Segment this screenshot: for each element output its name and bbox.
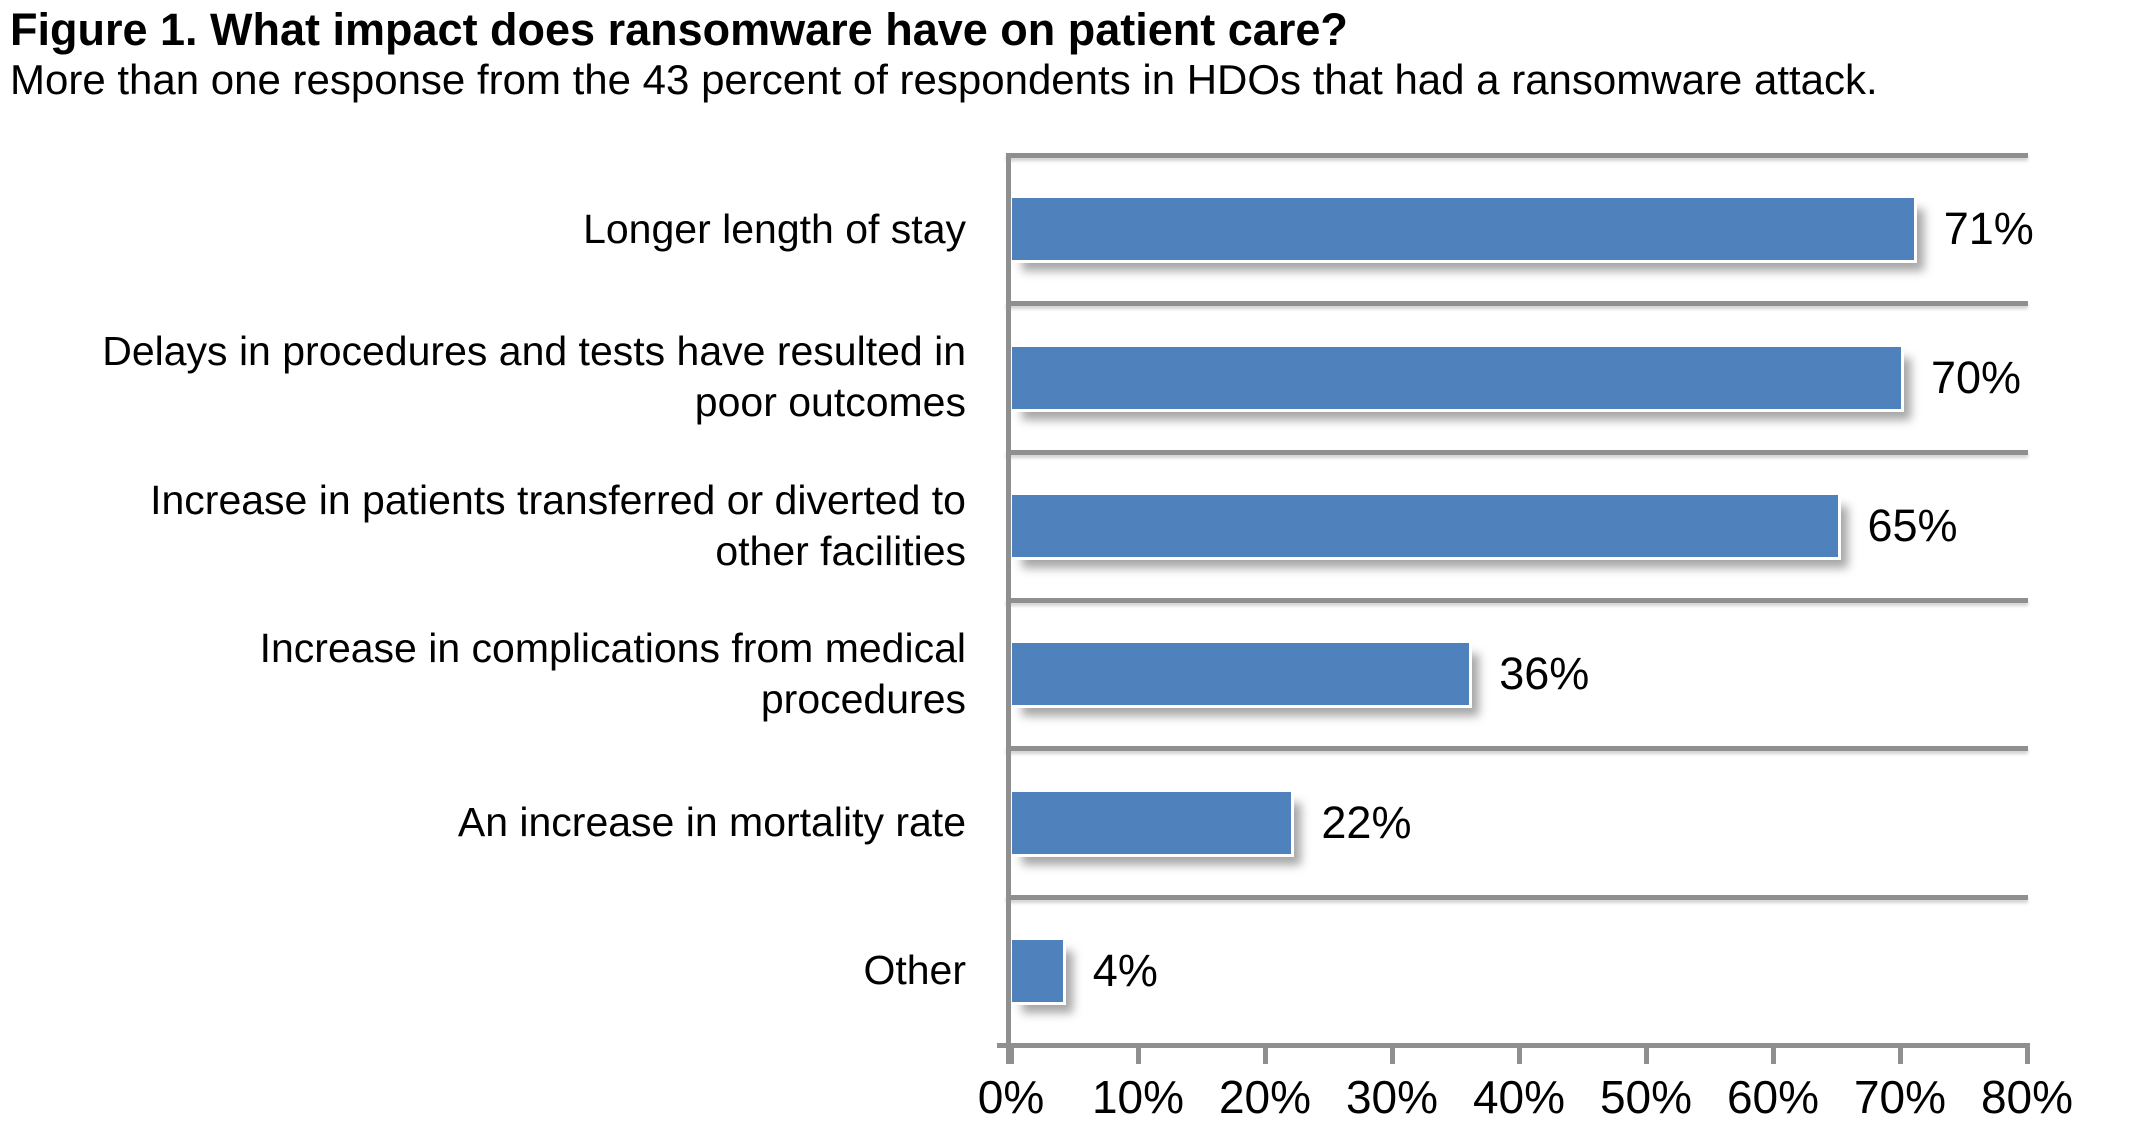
x-axis-tick-label: 10%: [1091, 1071, 1185, 1123]
bar: [1012, 198, 1914, 261]
x-axis-tick-label: 50%: [1599, 1071, 1693, 1123]
x-axis-tick: [1897, 1043, 1903, 1064]
value-label: 65%: [1867, 499, 1958, 551]
bar: [1012, 939, 1063, 1002]
x-axis-tick-label: 30%: [1345, 1071, 1439, 1123]
x-axis-tick-label: 0%: [977, 1071, 1045, 1123]
category-label: An increase in mortality rate: [457, 798, 966, 845]
row-separator-line: [1006, 894, 2028, 900]
bar: [1012, 346, 1901, 409]
x-axis-tick: [1770, 1043, 1776, 1064]
x-axis-tick-label: 40%: [1472, 1071, 1566, 1123]
category-label: Delays in procedures and tests have resu…: [102, 328, 966, 426]
row-separator-line: [1006, 598, 2028, 603]
x-axis-tick: [1135, 1043, 1141, 1064]
row-separator-line: [1006, 746, 2028, 752]
x-axis-tick: [1008, 1043, 1014, 1064]
x-axis-tick-label: 70%: [1853, 1071, 1947, 1123]
figure-title: Figure 1. What impact does ransomware ha…: [10, 4, 1348, 55]
bar: [1012, 791, 1292, 854]
category-label: Increase in patients transferred or dive…: [150, 476, 966, 574]
category-label: Other: [863, 947, 966, 994]
value-label: 22%: [1321, 796, 1412, 848]
x-axis-tick-label: 60%: [1726, 1071, 1820, 1123]
value-label: 36%: [1499, 648, 1590, 700]
plot-top-border: [1006, 153, 2028, 158]
x-axis-tick: [1389, 1043, 1395, 1064]
figure-subtitle: More than one response from the 43 perce…: [10, 56, 1878, 103]
x-axis-tick: [1516, 1043, 1522, 1064]
x-axis-line: [997, 1043, 2028, 1048]
bar: [1012, 643, 1470, 706]
value-label: 71%: [1943, 203, 2034, 255]
category-label: Longer length of stay: [583, 205, 966, 252]
bar: [1012, 494, 1838, 557]
value-label: 4%: [1092, 944, 1158, 996]
row-separator-line: [1006, 449, 2028, 455]
x-axis-tick-label: 80%: [1980, 1071, 2074, 1123]
row-separator-line: [1006, 301, 2028, 307]
category-label: Increase in complications from medical p…: [259, 625, 966, 723]
x-axis-tick: [1643, 1043, 1649, 1064]
x-axis-tick-label: 20%: [1218, 1071, 1312, 1123]
y-axis-line: [1006, 155, 1011, 1064]
x-axis-tick: [1262, 1043, 1268, 1064]
value-label: 70%: [1931, 351, 2022, 403]
x-axis-tick: [2024, 1043, 2030, 1064]
